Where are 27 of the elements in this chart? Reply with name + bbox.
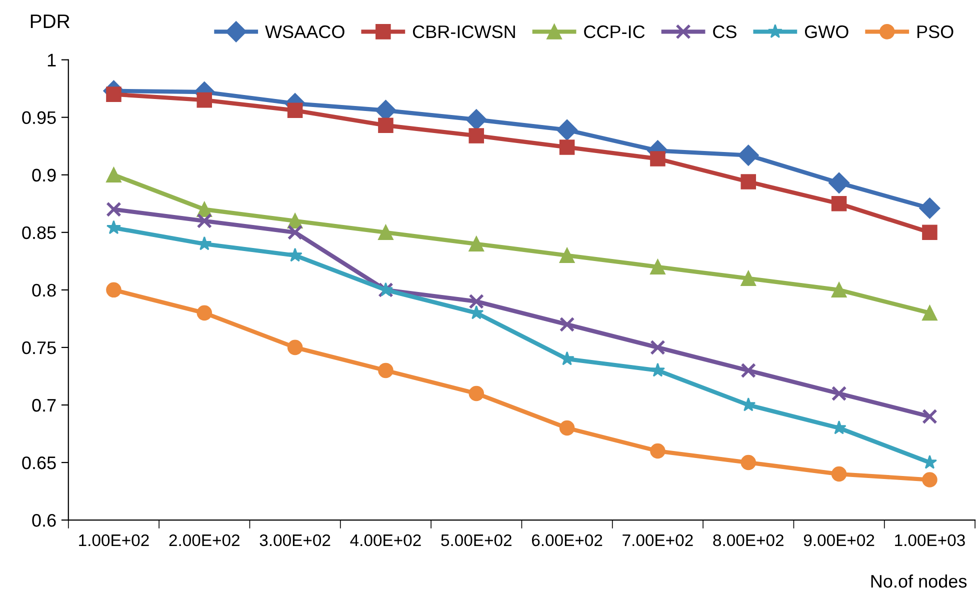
y-tick-label: 1 — [48, 54, 56, 66]
y-tick-label: 0.9 — [32, 168, 56, 182]
legend-label: WSAACO — [265, 25, 344, 38]
y-tick-label: 0.85 — [22, 226, 56, 240]
x-tick-label: 7.00E+02 — [622, 534, 693, 546]
x-tick-label: 2.00E+02 — [169, 534, 240, 546]
legend-label: CCP-IC — [584, 25, 645, 38]
x-axis-title: No.of nodes — [871, 574, 967, 588]
x-tick-label: 1.00E+03 — [895, 534, 965, 546]
x-tick-label: 9.00E+02 — [804, 534, 874, 546]
y-tick-label: 0.6 — [32, 514, 56, 527]
y-tick-label: 0.7 — [32, 398, 56, 412]
x-tick-label: 5.00E+02 — [441, 534, 512, 546]
x-tick-label: 3.00E+02 — [260, 534, 330, 546]
y-axis-title: PDR — [30, 14, 70, 28]
y-tick-label: 0.8 — [32, 284, 56, 297]
legend-label: CS — [713, 25, 736, 38]
x-tick-label: 6.00E+02 — [532, 534, 602, 546]
legend-label: CBR-ICWSN — [412, 25, 515, 38]
x-tick-label: 4.00E+02 — [350, 534, 421, 546]
x-tick-label: 8.00E+02 — [713, 534, 784, 546]
x-tick-label: 1.00E+02 — [79, 534, 149, 546]
y-tick-label: 0.65 — [22, 456, 56, 470]
y-tick-label: 0.75 — [22, 341, 56, 354]
y-tick-label: 0.95 — [22, 111, 56, 124]
legend-label: PSO — [917, 25, 954, 38]
legend-label: GWO — [804, 25, 848, 38]
